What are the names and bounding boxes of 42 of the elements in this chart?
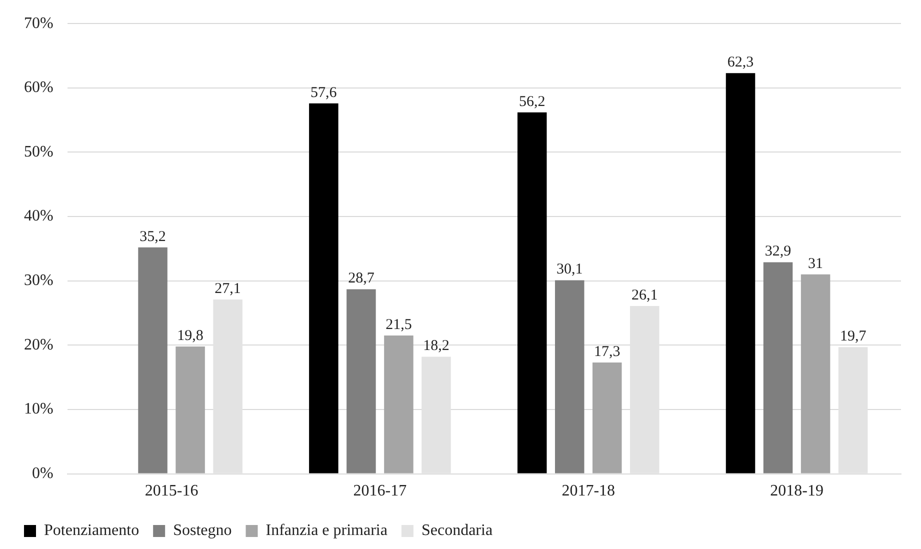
bar <box>309 103 338 474</box>
y-tick-label: 40% <box>24 208 54 225</box>
bar <box>800 274 830 474</box>
data-label: 31 <box>808 256 824 272</box>
bar <box>554 280 584 474</box>
data-label: 32,9 <box>764 244 792 260</box>
data-label: 19,7 <box>840 328 867 345</box>
bar <box>763 262 793 474</box>
bar <box>592 362 622 474</box>
y-tick-label: 20% <box>24 336 54 354</box>
y-tick-label: 60% <box>24 79 54 96</box>
data-label: 21,5 <box>386 316 412 333</box>
x-tick-label: 2015-16 <box>144 482 198 500</box>
data-label: 62,3 <box>727 54 754 71</box>
data-label: 27,1 <box>214 280 241 297</box>
x-tick-label: 2016-17 <box>353 482 407 500</box>
y-tick-label: 10% <box>24 400 54 418</box>
bar <box>384 336 414 474</box>
data-label: 35,2 <box>140 228 166 245</box>
data-label: 17,3 <box>594 344 620 360</box>
y-tick-label: 70% <box>24 14 54 32</box>
data-label: 18,2 <box>423 338 450 354</box>
bar <box>176 346 205 474</box>
legend-label: Potenziamento <box>44 522 140 540</box>
y-tick-label: 50% <box>24 143 54 160</box>
data-label: 28,7 <box>348 270 375 287</box>
data-label: 19,8 <box>177 328 204 344</box>
bar <box>517 112 547 474</box>
legend-label: Sostegno <box>173 522 232 540</box>
bar <box>138 247 168 474</box>
x-tick-label: 2017-18 <box>562 482 616 500</box>
data-label: 30,1 <box>556 262 583 278</box>
y-tick-label: 0% <box>32 465 54 482</box>
bar <box>726 73 756 474</box>
data-label: 56,2 <box>518 94 546 110</box>
legend-label: Secondaria <box>421 522 493 540</box>
bar <box>346 289 376 474</box>
data-label: 57,6 <box>310 84 338 101</box>
y-tick-label: 30% <box>24 272 54 290</box>
data-label: 26,1 <box>632 287 658 304</box>
x-tick-label: 2018-19 <box>770 482 824 500</box>
legend-label: Infanzia e primaria <box>266 522 388 540</box>
